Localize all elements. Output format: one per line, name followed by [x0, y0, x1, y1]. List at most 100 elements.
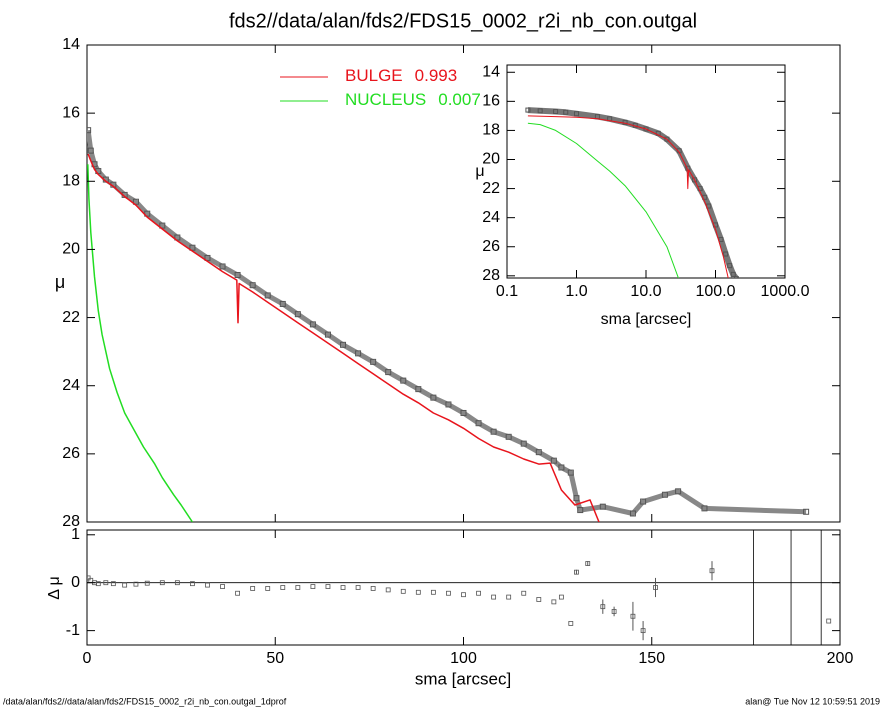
x-tick-label: 1.0: [565, 283, 587, 300]
model-line: [87, 153, 600, 522]
model-line: [87, 164, 194, 522]
legend-label: NUCLEUS 0.007: [345, 90, 481, 109]
residual-point: [826, 618, 832, 624]
data-point: [400, 377, 407, 384]
residual-point: [506, 594, 512, 600]
legend-fraction: 0.007: [438, 90, 481, 109]
data-point: [558, 464, 565, 471]
residual-point: [551, 599, 557, 605]
residual-point: [159, 580, 165, 586]
legend-fraction: 0.993: [415, 66, 458, 85]
residual-point: [133, 581, 139, 587]
x-tick-label: 0.1: [496, 283, 518, 300]
y-tick-label: 24: [62, 377, 80, 394]
data-point: [279, 300, 286, 307]
x-tick-label: 100: [450, 650, 477, 667]
data-point: [87, 147, 94, 154]
model-line: [527, 115, 729, 278]
residual-point: [370, 586, 376, 591]
y-tick-label: 18: [62, 173, 80, 190]
data-point: [324, 331, 331, 338]
data-point: [661, 491, 668, 498]
y-tick-label: 22: [482, 180, 500, 197]
data-point: [445, 401, 452, 408]
residual-point: [385, 587, 391, 593]
residual-point: [174, 580, 180, 586]
footer-right: alan@ Tue Nov 12 10:59:51 2019: [745, 696, 880, 706]
residual-point: [640, 628, 646, 634]
residual-point: [461, 592, 466, 598]
data-point: [723, 251, 729, 257]
data-point: [204, 254, 211, 261]
residual-point: [446, 590, 451, 596]
residual-point: [536, 597, 542, 602]
data-point: [430, 394, 437, 401]
y-tick-label: 14: [482, 63, 500, 80]
residual-point: [235, 590, 241, 596]
data-point: [733, 276, 739, 278]
x-tick-label: 10.0: [630, 283, 661, 300]
data-point: [219, 263, 226, 270]
residual-point: [600, 604, 606, 610]
data-point: [643, 126, 649, 132]
residual-point: [430, 589, 436, 595]
x-tick-label: 150: [638, 650, 665, 667]
inset-y-label: μ: [475, 163, 484, 180]
residual-point: [295, 585, 301, 590]
x-tick-label: 50: [266, 650, 284, 667]
residual-y-label: Δ μ: [46, 576, 63, 599]
data-point: [577, 507, 584, 514]
y-tick-label: 0: [71, 574, 80, 591]
residual-point: [355, 585, 361, 590]
data-point: [340, 341, 347, 348]
residual-point: [568, 621, 574, 626]
data-point: [535, 449, 542, 456]
residual-point: [476, 590, 481, 596]
residual-point: [558, 594, 564, 600]
residual-point: [709, 568, 715, 574]
data-point: [264, 292, 271, 299]
y-tick-label: 24: [482, 209, 500, 226]
data-point: [599, 503, 606, 510]
y-tick-label: -1: [66, 622, 80, 639]
residual-point: [653, 585, 658, 590]
data-point: [505, 433, 512, 440]
x-tick-label: 1000.0: [761, 283, 810, 300]
data-point: [490, 428, 497, 435]
data-point: [460, 409, 467, 416]
x-tick-label: 100.0: [695, 283, 735, 300]
legend-name: BULGE: [345, 66, 403, 85]
data-point: [803, 508, 810, 515]
data-point: [730, 271, 736, 277]
plot-area: [87, 530, 840, 645]
y-tick-label: 20: [62, 241, 80, 258]
y-tick-label: 18: [482, 122, 500, 139]
x-tick-label: 0: [83, 650, 92, 667]
residual-point: [122, 582, 128, 588]
data-point: [370, 358, 377, 365]
data-point: [701, 505, 708, 512]
residual-point: [521, 590, 527, 596]
y-tick-label: 22: [62, 309, 80, 326]
data-point: [475, 420, 482, 427]
residual-point: [103, 580, 109, 586]
residual-point: [585, 561, 591, 566]
plot-area: [87, 127, 810, 522]
y-axis-label: μ: [55, 272, 65, 292]
y-tick-label: 26: [482, 238, 500, 255]
y-tick-label: 28: [482, 267, 500, 284]
legend-name: NUCLEUS: [345, 90, 426, 109]
data-point: [640, 498, 647, 505]
footer-left: /data/alan/fds2//data/alan/fds2/FDS15_00…: [3, 696, 287, 706]
residual-point: [574, 569, 579, 575]
data-point: [520, 440, 527, 447]
residual-point: [144, 580, 150, 586]
residual-point: [205, 582, 210, 588]
legend-label: BULGE 0.993: [345, 66, 457, 85]
data-point: [550, 457, 557, 464]
residual-point: [415, 589, 421, 595]
data-point: [234, 271, 241, 278]
data-point: [727, 263, 733, 269]
data-point: [249, 282, 256, 289]
